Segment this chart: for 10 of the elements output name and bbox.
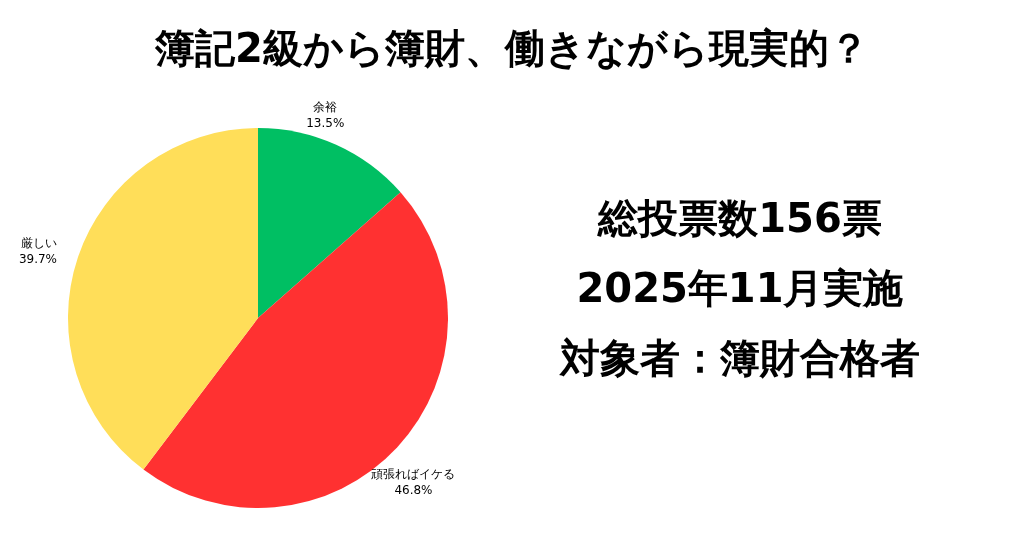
text: 総投票数156票 — [597, 195, 882, 241]
data-label: 13.5% — [306, 115, 345, 130]
data-label: 39.7% — [18, 251, 57, 266]
text: 対象者：簿財合格者 — [559, 335, 920, 381]
data-label: 46.8% — [394, 483, 433, 498]
chart-title: 簿記2級から簿財、働きながら現実的？ — [154, 25, 869, 71]
text: 2025年11月実施 — [576, 265, 904, 311]
slice-label: 余裕 — [313, 99, 338, 114]
slice-label: 厳しい — [21, 235, 57, 250]
slice-label: 頑張ればイケる — [371, 467, 456, 482]
